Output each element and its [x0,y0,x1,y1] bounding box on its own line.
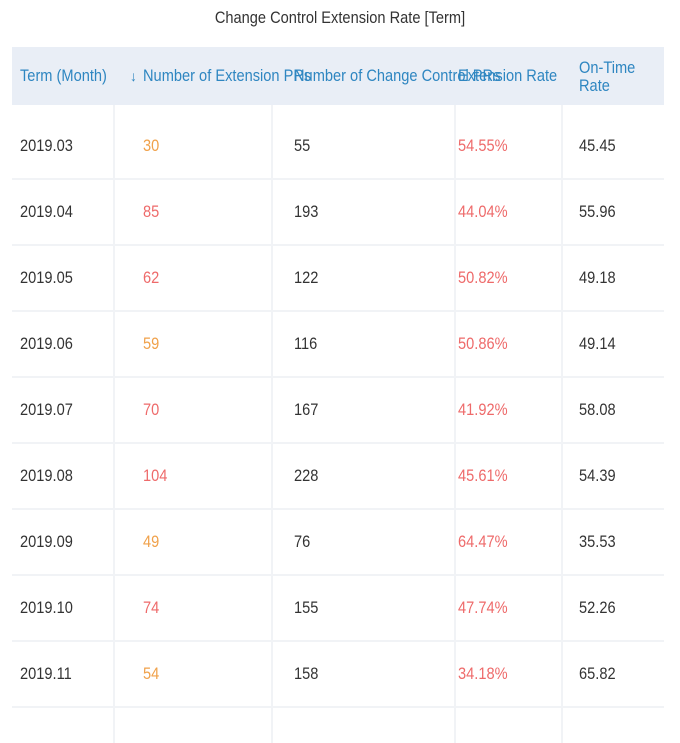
column-header-extension-prs[interactable]: Number of Extension PRs [143,66,312,85]
cell-term: 2019.10 [20,598,73,617]
cell-change-control-prs: 158 [294,664,319,683]
cell-extension-rate: 41.92% [458,400,508,419]
cell-extension-rate: 34.18% [458,664,508,683]
row-divider [12,706,664,708]
table-row[interactable]: 2019.05 62 122 50.82% 49.18 [12,245,664,311]
column-header-extension-rate[interactable]: Extension Rate [458,66,558,85]
cell-extension-prs: 54 [143,664,160,683]
cell-extension-prs: 70 [143,400,160,419]
column-divider [561,105,563,743]
cell-term: 2019.05 [20,268,73,287]
cell-term: 2019.06 [20,334,73,353]
cell-extension-prs: 85 [143,202,160,221]
cell-on-time-rate: 35.53 [579,532,616,551]
column-header-on-time-rate[interactable]: On-Time Rate [579,58,636,95]
table-row[interactable]: 2019.04 85 193 44.04% 55.96 [12,179,664,245]
cell-on-time-rate: 55.96 [579,202,616,221]
row-divider [12,442,664,444]
row-divider [12,640,664,642]
cell-extension-prs: 62 [143,268,160,287]
cell-extension-rate: 50.82% [458,268,508,287]
column-header-term[interactable]: Term (Month) [20,66,107,85]
cell-extension-prs: 104 [143,466,168,485]
cell-extension-rate: 50.86% [458,334,508,353]
column-divider [454,105,456,743]
table-row[interactable]: 2019.11 54 158 34.18% 65.82 [12,641,664,707]
cell-extension-prs: 59 [143,334,160,353]
cell-on-time-rate: 65.82 [579,664,616,683]
cell-on-time-rate: 45.45 [579,136,616,155]
cell-change-control-prs: 76 [294,532,311,551]
cell-change-control-prs: 116 [294,334,318,353]
row-divider [12,574,664,576]
table-row[interactable]: 2019.09 49 76 64.47% 35.53 [12,509,664,575]
row-divider [12,376,664,378]
table-row[interactable]: 2019.08 104 228 45.61% 54.39 [12,443,664,509]
page-title: Change Control Extension Rate [Term] [214,8,466,27]
cell-on-time-rate: 58.08 [579,400,616,419]
cell-term: 2019.04 [20,202,73,221]
table-row[interactable]: 2019.10 74 155 47.74% 52.26 [12,575,664,641]
row-divider [12,244,664,246]
column-header-change-control-prs[interactable]: Number of Change Control PRs [294,66,501,85]
cell-term: 2019.07 [20,400,73,419]
cell-on-time-rate: 54.39 [579,466,616,485]
column-divider [113,105,115,743]
cell-on-time-rate: 49.14 [579,334,616,353]
cell-extension-rate: 45.61% [458,466,508,485]
data-table: Term (Month) ↓ Number of Extension PRs N… [12,47,664,743]
cell-extension-prs: 74 [143,598,160,617]
cell-extension-prs: 49 [143,532,160,551]
cell-term: 2019.09 [20,532,73,551]
sort-arrow-icon[interactable]: ↓ [130,68,137,84]
table-row[interactable]: 2019.06 59 116 50.86% 49.14 [12,311,664,377]
table-header: Term (Month) ↓ Number of Extension PRs N… [12,47,664,105]
cell-on-time-rate: 49.18 [579,268,616,287]
table-row[interactable]: 2019.07 70 167 41.92% 58.08 [12,377,664,443]
row-divider [12,178,664,180]
row-divider [12,310,664,312]
cell-change-control-prs: 193 [294,202,319,221]
cell-term: 2019.11 [20,664,72,683]
cell-extension-rate: 54.55% [458,136,508,155]
column-divider [271,105,273,743]
table-row[interactable]: 2019.03 30 55 54.55% 45.45 [12,113,664,179]
cell-change-control-prs: 122 [294,268,319,287]
cell-extension-rate: 44.04% [458,202,508,221]
cell-change-control-prs: 55 [294,136,311,155]
cell-extension-rate: 47.74% [458,598,508,617]
cell-term: 2019.03 [20,136,73,155]
cell-on-time-rate: 52.26 [579,598,616,617]
row-divider [12,508,664,510]
cell-change-control-prs: 167 [294,400,319,419]
cell-extension-rate: 64.47% [458,532,508,551]
cell-change-control-prs: 228 [294,466,319,485]
cell-change-control-prs: 155 [294,598,319,617]
cell-term: 2019.08 [20,466,73,485]
cell-extension-prs: 30 [143,136,160,155]
